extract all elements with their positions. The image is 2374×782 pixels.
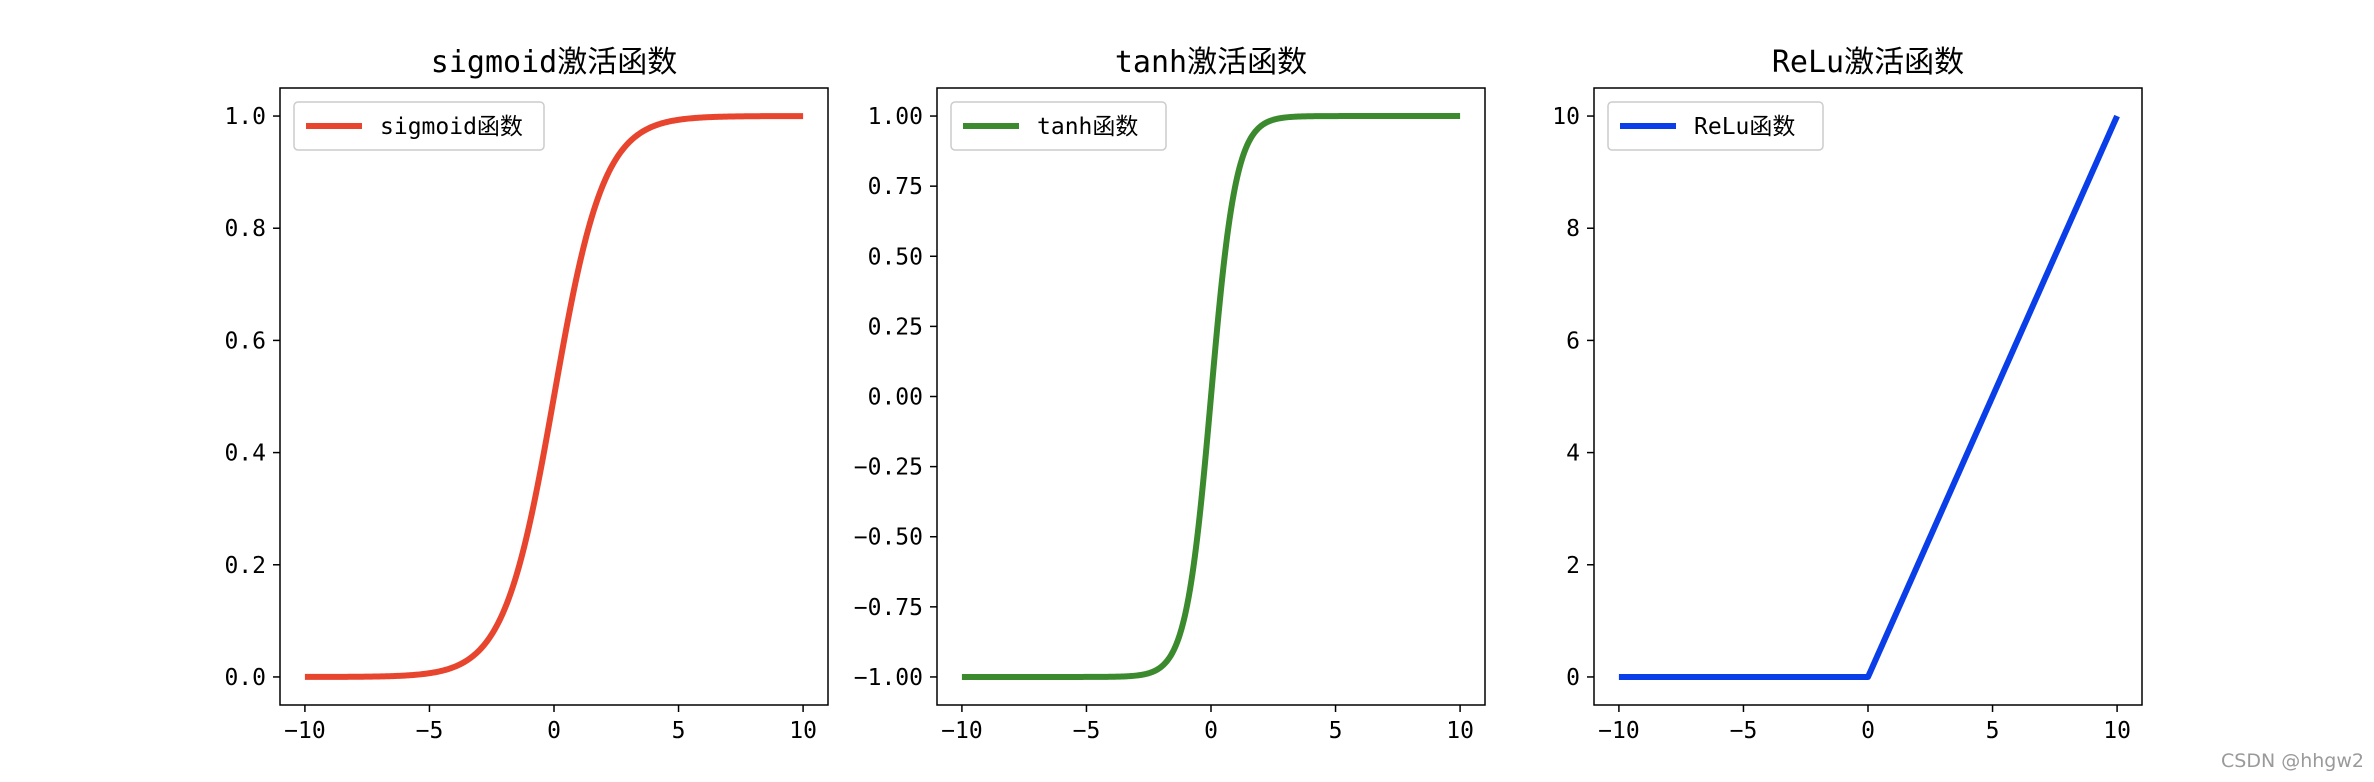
legend-label: tanh函数 bbox=[1037, 114, 1138, 140]
chart-panel-1: sigmoid激活函数 −10 −5 0 5 10 0.0 0.2 0.4 0.6 0.8 1.0 si… bbox=[224, 45, 829, 744]
chart-panel-2: tanh激活函数 −10 −5 0 5 10 −1.00 −0.75 −0.50 −0.25 0.0… bbox=[854, 45, 1486, 744]
y-tick-label: 0.25 bbox=[868, 314, 923, 340]
y-tick-label: 0.0 bbox=[224, 665, 266, 691]
legend-label: sigmoid函数 bbox=[380, 114, 523, 140]
y-tick-label: 0.00 bbox=[868, 385, 923, 411]
y-tick-label: 0.2 bbox=[224, 553, 266, 579]
axes-frame bbox=[1593, 87, 2143, 706]
series-line-tanh bbox=[960, 113, 1462, 680]
x-tick-label: −5 bbox=[1073, 718, 1101, 744]
y-tick-label: −0.50 bbox=[854, 525, 923, 551]
chart-title: sigmoid激活函数 bbox=[431, 45, 677, 80]
legend: tanh函数 bbox=[950, 101, 1167, 151]
y-tick-label: 4 bbox=[1566, 441, 1580, 467]
y-tick-label: 0.50 bbox=[868, 244, 923, 270]
legend: ReLu函数 bbox=[1607, 101, 1824, 151]
y-tick-label: 1.00 bbox=[868, 104, 923, 130]
y-tick-label: 1.0 bbox=[224, 104, 266, 130]
x-tick-label: 5 bbox=[672, 718, 686, 744]
x-tick-label: 10 bbox=[2103, 718, 2131, 744]
x-tick-label: 10 bbox=[789, 718, 817, 744]
y-tick-label: 0 bbox=[1566, 665, 1580, 691]
y-tick-label: 8 bbox=[1566, 216, 1580, 242]
x-tick-label: 5 bbox=[1986, 718, 2000, 744]
y-tick-label: 0.75 bbox=[868, 174, 923, 200]
y-tick-label: 10 bbox=[1552, 104, 1580, 130]
x-tick-label: −10 bbox=[1598, 718, 1640, 744]
y-tick-label: −0.25 bbox=[854, 455, 923, 481]
x-tick-label: 0 bbox=[1204, 718, 1218, 744]
y-tick-label: 0.8 bbox=[224, 216, 266, 242]
series-line-relu bbox=[1617, 114, 2120, 680]
y-tick-label: 0.6 bbox=[224, 328, 266, 354]
series-line-sigmoid bbox=[303, 113, 805, 680]
x-tick-label: 5 bbox=[1329, 718, 1343, 744]
legend-label: ReLu函数 bbox=[1694, 114, 1795, 140]
watermark: CSDN @hhgw2 bbox=[2221, 750, 2364, 772]
x-tick-label: 10 bbox=[1446, 718, 1474, 744]
y-tick-label: 0.4 bbox=[224, 441, 266, 467]
y-tick-label: 6 bbox=[1566, 328, 1580, 354]
chart-panel-3: ReLu激活函数 −10 −5 0 5 10 0 2 4 6 8 10 ReLu函数 bbox=[1552, 45, 2143, 744]
y-tick-label: 2 bbox=[1566, 553, 1580, 579]
chart-title: ReLu激活函数 bbox=[1772, 45, 1964, 80]
x-tick-label: −5 bbox=[1730, 718, 1758, 744]
legend-box bbox=[1607, 101, 1824, 151]
chart-title: tanh激活函数 bbox=[1115, 45, 1307, 80]
legend-box bbox=[293, 101, 545, 151]
x-tick-label: −10 bbox=[941, 718, 983, 744]
x-tick-label: 0 bbox=[1861, 718, 1875, 744]
y-tick-label: −0.75 bbox=[854, 595, 923, 621]
legend: sigmoid函数 bbox=[293, 101, 545, 151]
x-tick-label: −10 bbox=[284, 718, 326, 744]
legend-box bbox=[950, 101, 1167, 151]
x-tick-label: −5 bbox=[416, 718, 444, 744]
y-tick-label: −1.00 bbox=[854, 665, 923, 691]
x-tick-label: 0 bbox=[547, 718, 561, 744]
